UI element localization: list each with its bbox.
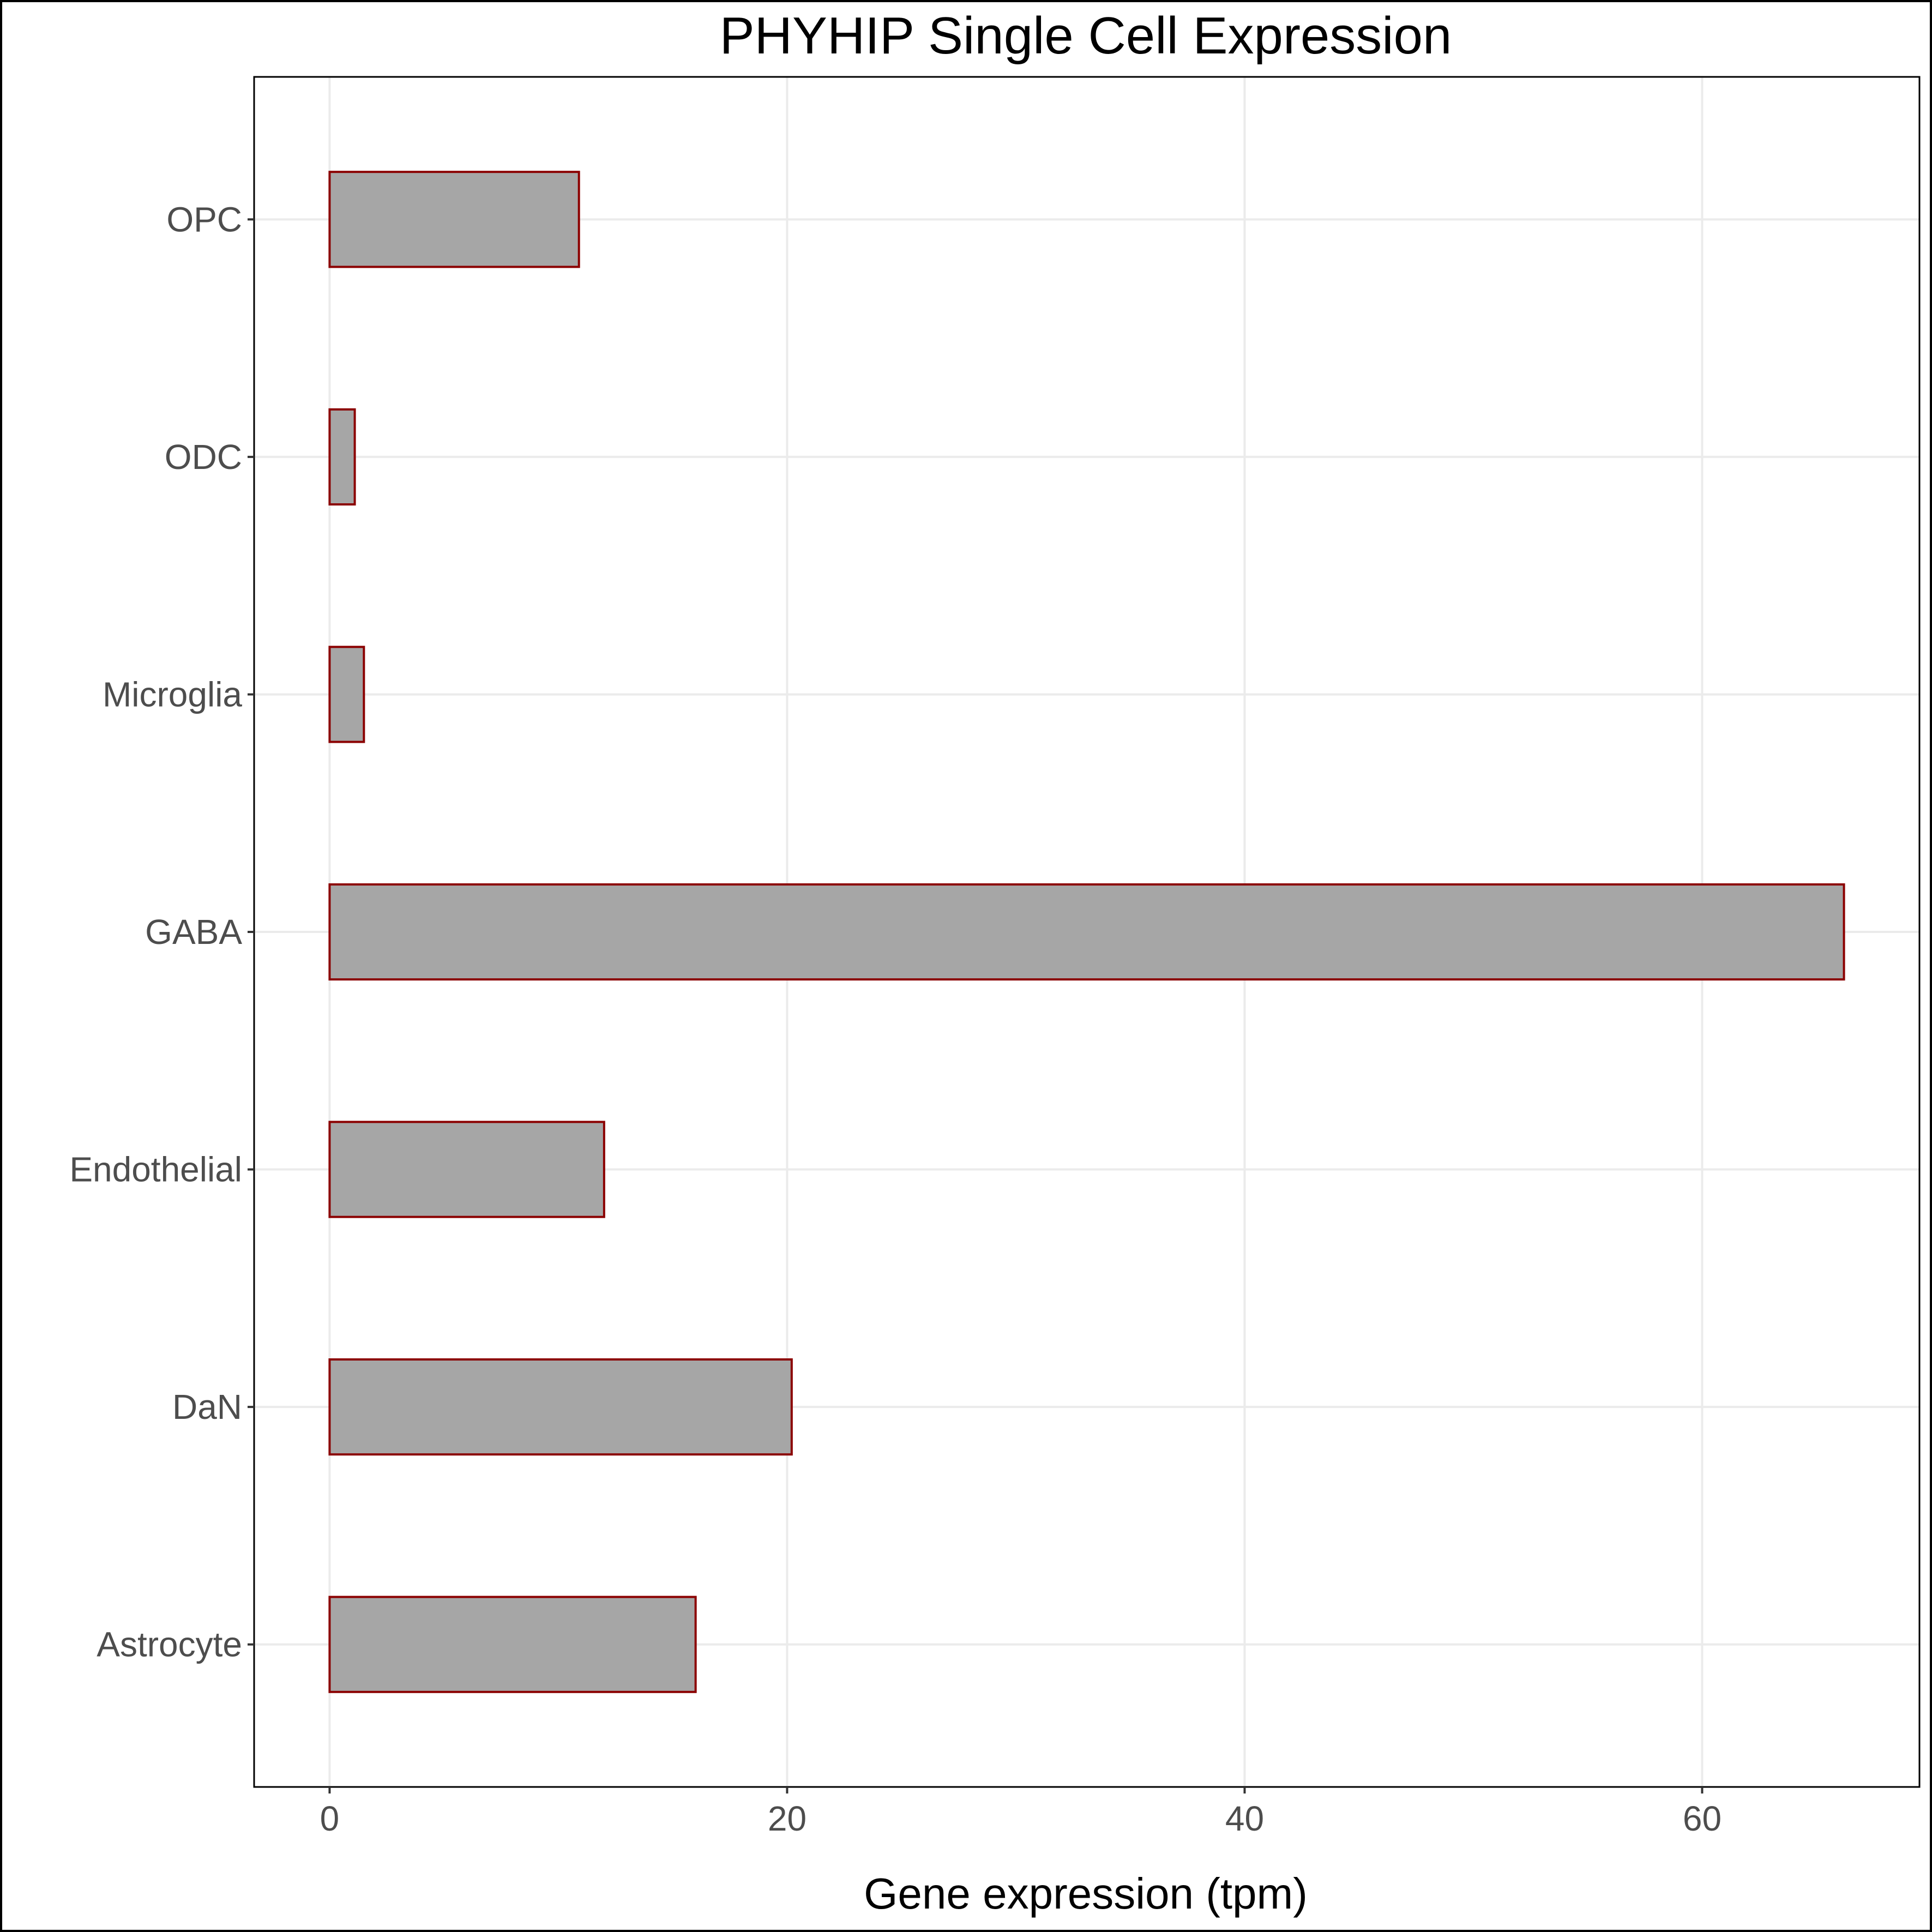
bar-endothelial	[328, 1121, 605, 1218]
y-tick-label: Microglia	[103, 675, 242, 714]
y-axis: Astrocyte DaN Endothelial GABA Microglia ODC O…	[69, 200, 254, 1664]
bar-layer	[328, 171, 1845, 1693]
y-tick-label: ODC	[165, 437, 242, 477]
x-axis-title: Gene expression (tpm)	[864, 1869, 1308, 1918]
bar-gaba	[328, 883, 1845, 981]
y-tick-label: Endothelial	[69, 1150, 242, 1189]
y-tick-label: Astrocyte	[97, 1625, 242, 1664]
x-tick-label: 40	[1225, 1799, 1264, 1838]
y-tick-label: DaN	[172, 1387, 242, 1427]
grid-layer	[254, 77, 1919, 1787]
x-tick-label: 0	[320, 1799, 340, 1838]
bar-astrocyte	[328, 1596, 697, 1693]
chart-title: PHYHIP Single Cell Expression	[720, 7, 1452, 65]
y-tick-label: GABA	[145, 912, 242, 952]
bar-opc	[328, 171, 580, 268]
y-tick-label: OPC	[166, 200, 242, 239]
x-tick-label: 20	[768, 1799, 806, 1838]
bar-odc	[328, 408, 356, 505]
bar-dan	[328, 1358, 793, 1456]
x-tick-label: 60	[1683, 1799, 1722, 1838]
bar-microglia	[328, 646, 365, 743]
x-axis: 0 20 40 60	[320, 1787, 1722, 1838]
